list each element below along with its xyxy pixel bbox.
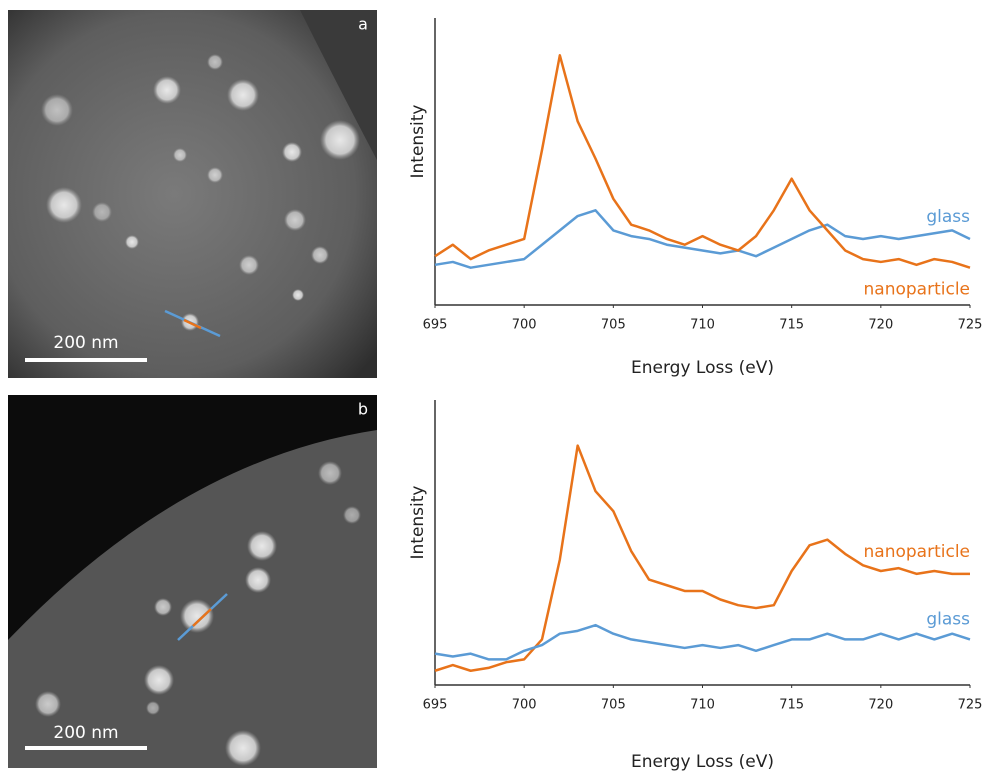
figure: a 200 nm b 200 nm 695 700 705 710 715 720 725 E… — [0, 0, 985, 773]
x-tick-label: 710 — [690, 318, 715, 333]
panel-label: b — [358, 400, 368, 419]
legend-label: nanoparticle — [864, 280, 970, 300]
x-axis-label: Energy Loss (eV) — [631, 358, 774, 378]
x-tick-label: 720 — [868, 698, 893, 713]
series-line — [435, 210, 970, 267]
x-tick-label: 725 — [958, 698, 983, 713]
x-tick-label: 700 — [512, 318, 537, 333]
series-line — [435, 55, 970, 267]
x-tick-label: 695 — [423, 318, 448, 333]
x-tick-label: 725 — [958, 318, 983, 333]
scale-bar-label: 200 nm — [53, 333, 118, 353]
legend-label: glass — [926, 609, 970, 629]
x-tick-label: 720 — [868, 318, 893, 333]
legend-label: glass — [926, 207, 970, 227]
micrograph-a: a 200 nm — [8, 10, 377, 378]
x-tick-label: 695 — [423, 698, 448, 713]
x-tick-label: 705 — [601, 698, 626, 713]
x-tick-label: 705 — [601, 318, 626, 333]
micrograph-b: b 200 nm — [8, 395, 377, 768]
panel-label: a — [358, 15, 368, 34]
x-tick-label: 715 — [779, 698, 804, 713]
y-axis-label: Intensity — [408, 486, 428, 560]
x-axis-label: Energy Loss (eV) — [631, 752, 774, 772]
x-tick-label: 710 — [690, 698, 715, 713]
x-tick-label: 700 — [512, 698, 537, 713]
legend-label: nanoparticle — [864, 542, 970, 562]
series-line — [435, 625, 970, 659]
y-axis-label: Intensity — [408, 105, 428, 179]
scale-bar-label: 200 nm — [53, 723, 118, 743]
x-tick-label: 715 — [779, 318, 804, 333]
